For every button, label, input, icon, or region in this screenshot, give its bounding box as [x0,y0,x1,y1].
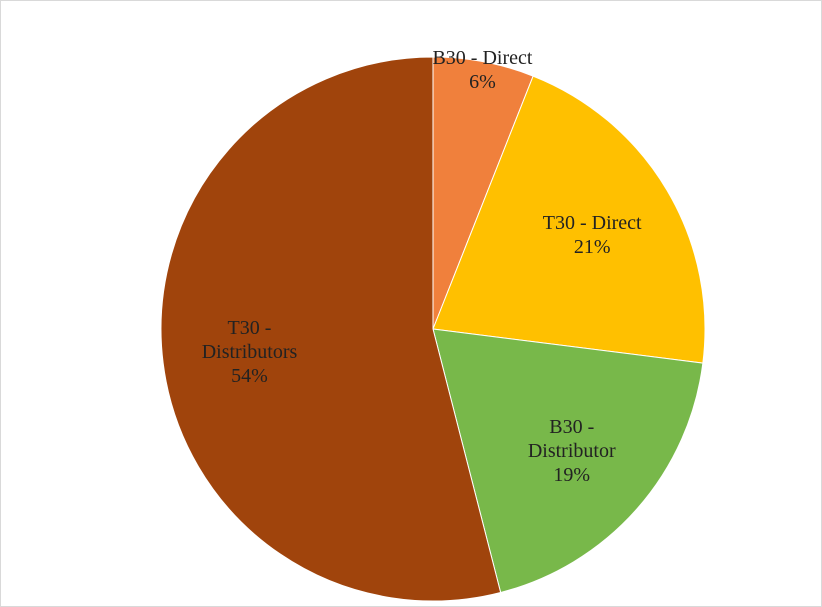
slice-label: B30 - Distributor 19% [507,415,637,487]
category-label: B30 - Distributor [527,416,616,463]
category-label: T30 - Distributors [201,317,298,364]
pie-slice [160,56,502,602]
category-label: T30 - Direct [542,211,642,234]
slice-label: B30 - Direct 6% [417,46,547,94]
value-label: 21% [573,235,611,258]
pie-slice [432,328,704,594]
value-label: 54% [231,365,268,388]
value-label: 19% [553,464,591,487]
category-label: B30 - Direct [432,46,533,69]
pie-slice [432,75,706,364]
slice-label: T30 - Distributors 54% [184,316,314,388]
slice-label: T30 - Direct 21% [527,211,657,259]
value-label: 6% [469,70,496,93]
